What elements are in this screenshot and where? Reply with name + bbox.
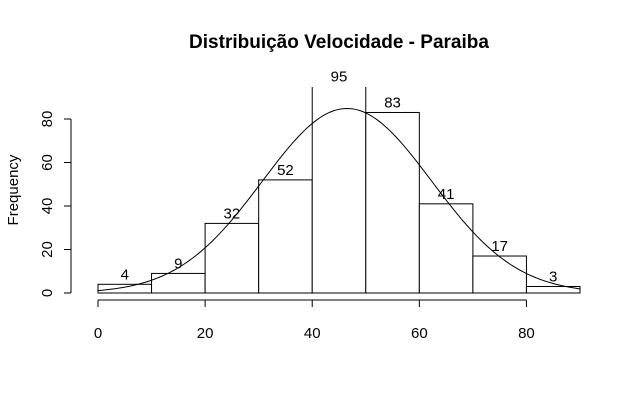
histogram-bar [97,283,153,294]
y-tick-label: 0 [39,289,56,297]
y-tick-label: 40 [39,198,56,215]
histogram-bar [365,111,420,294]
x-axis: 0 20 40 60 80 [94,299,535,342]
y-tick-label: 20 [39,241,56,258]
x-tick-label: 0 [94,325,102,342]
histogram-bar [472,255,527,294]
chart-title: Distribuição Velocidade - Paraiba [189,32,489,53]
histogram-bar [151,272,206,294]
y-axis-label: Frequency [5,154,22,225]
bar-data-label: 17 [491,238,508,255]
bar-data-label: 3 [549,268,557,285]
histogram-bar [525,285,581,294]
y-tick-label: 80 [39,111,56,128]
x-tick-label: 80 [518,325,535,342]
bars-group [97,87,581,294]
histogram-bar [311,87,367,294]
bar-data-label: 95 [331,68,348,85]
bar-data-label: 9 [174,255,182,272]
bar-labels-group: 4 9 32 52 95 83 41 17 3 [121,68,558,285]
bar-data-label: 32 [224,205,241,222]
bar-data-label: 4 [121,266,129,283]
x-tick-label: 60 [411,325,428,342]
y-axis: 0 20 40 60 80 [39,111,72,297]
x-tick-label: 40 [304,325,321,342]
histogram-bar [258,179,313,294]
y-tick-label: 60 [39,154,56,171]
bar-data-label: 83 [384,94,401,111]
bar-data-label: 52 [277,162,294,179]
histogram-bar [418,203,474,294]
bar-data-label: 41 [438,186,455,203]
density-curve [97,107,581,292]
histogram-bar [204,222,260,294]
x-tick-label: 20 [197,325,214,342]
